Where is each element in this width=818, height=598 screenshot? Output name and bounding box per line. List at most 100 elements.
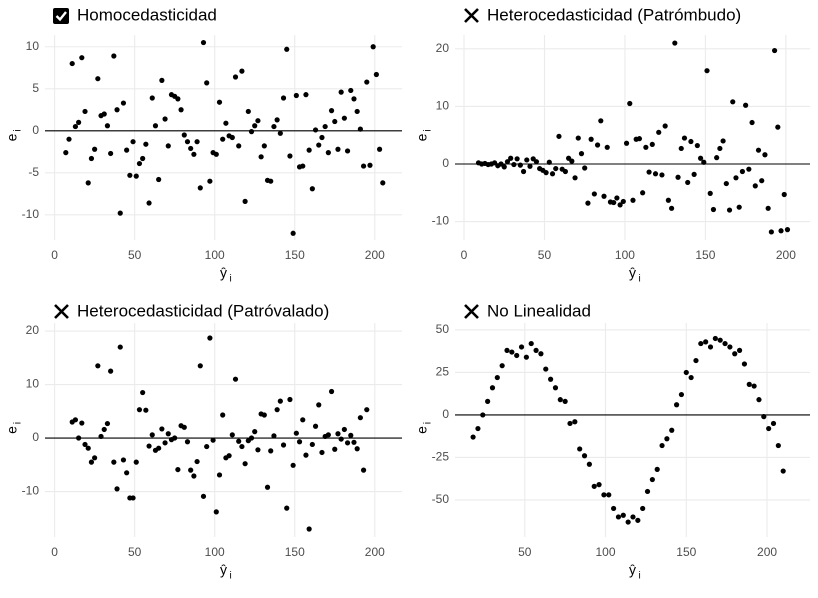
- point: [691, 171, 697, 177]
- point: [255, 447, 261, 453]
- x-axis-label: ŷ: [629, 265, 636, 281]
- point: [720, 138, 726, 144]
- point: [316, 402, 322, 408]
- point: [780, 468, 786, 474]
- point: [268, 448, 274, 454]
- point: [664, 436, 670, 442]
- point: [636, 136, 643, 142]
- point: [306, 526, 312, 532]
- point: [348, 432, 354, 438]
- point: [575, 135, 581, 141]
- point: [524, 157, 530, 163]
- point: [287, 396, 293, 403]
- point: [162, 116, 168, 122]
- point: [572, 175, 578, 181]
- point: [501, 164, 507, 170]
- x-axis-label: ŷ: [629, 562, 636, 578]
- point: [598, 118, 604, 124]
- point: [149, 95, 155, 101]
- y-tick-label: 0: [32, 430, 39, 444]
- y-tick-label: 5: [32, 81, 39, 95]
- point: [380, 180, 386, 186]
- point: [293, 430, 299, 436]
- point: [354, 108, 360, 115]
- x-tick-label: 150: [676, 545, 696, 559]
- point: [152, 123, 159, 129]
- point: [755, 147, 762, 153]
- point: [271, 123, 277, 130]
- point: [325, 432, 331, 438]
- point: [303, 92, 309, 98]
- point: [552, 385, 559, 391]
- point: [63, 150, 69, 156]
- point: [606, 492, 612, 498]
- point: [271, 433, 277, 439]
- point: [543, 170, 549, 176]
- point: [204, 443, 210, 450]
- point: [92, 146, 98, 152]
- point: [630, 514, 636, 520]
- point: [309, 441, 315, 448]
- point: [200, 39, 207, 46]
- y-tick-label: -10: [22, 207, 40, 221]
- point: [646, 169, 652, 175]
- y-axis-label-sub: i: [423, 129, 434, 131]
- point: [611, 505, 617, 512]
- point: [749, 119, 755, 126]
- point: [316, 142, 322, 148]
- point: [335, 431, 341, 437]
- point: [562, 398, 568, 404]
- point: [723, 180, 729, 187]
- panel-title: No Linealidad: [487, 301, 591, 320]
- point: [528, 340, 534, 347]
- point: [111, 459, 117, 465]
- point: [290, 230, 296, 236]
- point: [133, 459, 139, 465]
- point: [370, 44, 376, 50]
- point: [775, 124, 781, 130]
- point: [178, 107, 184, 113]
- point: [223, 120, 229, 126]
- point: [548, 376, 554, 382]
- point: [623, 140, 630, 146]
- point: [226, 453, 232, 459]
- status-icon: [464, 304, 479, 319]
- point: [159, 426, 165, 432]
- point: [511, 161, 517, 168]
- point: [553, 165, 559, 172]
- point: [184, 139, 191, 145]
- point: [766, 425, 772, 432]
- point: [707, 190, 713, 196]
- point: [514, 352, 520, 359]
- point: [194, 139, 200, 145]
- point: [136, 407, 143, 413]
- point: [707, 344, 714, 350]
- status-icon: [464, 8, 479, 23]
- point: [364, 407, 370, 413]
- point: [76, 119, 82, 125]
- y-tick-label: -10: [22, 484, 40, 498]
- x-axis-label: ŷ: [220, 265, 227, 281]
- point: [341, 426, 347, 433]
- point: [328, 108, 335, 114]
- point: [357, 126, 363, 132]
- point: [332, 118, 338, 125]
- x-tick-label: 150: [285, 248, 305, 262]
- point: [312, 423, 319, 429]
- point: [591, 483, 597, 489]
- point: [133, 173, 139, 179]
- point: [300, 417, 306, 423]
- point: [181, 132, 187, 138]
- y-axis-label-sub: i: [13, 422, 24, 424]
- point: [172, 435, 178, 441]
- point: [784, 227, 791, 233]
- point: [659, 172, 665, 178]
- point: [332, 446, 338, 452]
- point: [730, 99, 736, 105]
- point: [520, 168, 527, 175]
- y-tick-label: 10: [436, 99, 450, 113]
- point: [156, 176, 162, 183]
- point: [659, 442, 665, 449]
